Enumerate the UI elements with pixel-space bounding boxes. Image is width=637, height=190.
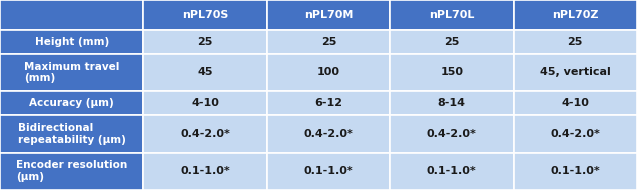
Text: 0.4-2.0*: 0.4-2.0*	[550, 129, 600, 139]
Text: 0.4-2.0*: 0.4-2.0*	[303, 129, 354, 139]
Bar	[0, 54, 143, 91]
Bar	[0, 0, 143, 30]
Text: Encoder resolution
(μm): Encoder resolution (μm)	[16, 161, 127, 182]
Text: 45, vertical: 45, vertical	[540, 67, 611, 78]
Bar	[390, 115, 513, 153]
Text: 6-12: 6-12	[315, 98, 343, 108]
Bar	[390, 0, 513, 30]
Text: 150: 150	[440, 67, 463, 78]
Text: Height (mm): Height (mm)	[34, 37, 109, 47]
Bar	[513, 0, 637, 30]
Text: 0.1-1.0*: 0.1-1.0*	[304, 166, 354, 176]
Text: nPL70M: nPL70M	[304, 10, 353, 20]
Bar	[143, 91, 267, 115]
Text: 0.1-1.0*: 0.1-1.0*	[427, 166, 476, 176]
Text: nPL70Z: nPL70Z	[552, 10, 599, 20]
Bar	[143, 30, 267, 54]
Bar	[0, 30, 143, 54]
Bar	[267, 91, 390, 115]
Text: 4-10: 4-10	[561, 98, 589, 108]
Text: 0.4-2.0*: 0.4-2.0*	[427, 129, 477, 139]
Text: 0.1-1.0*: 0.1-1.0*	[550, 166, 600, 176]
Text: 25: 25	[197, 37, 213, 47]
Bar	[267, 153, 390, 190]
Bar	[0, 115, 143, 153]
Bar	[513, 30, 637, 54]
Text: Bidirectional
repeatability (μm): Bidirectional repeatability (μm)	[18, 123, 125, 145]
Bar	[390, 54, 513, 91]
Bar	[0, 153, 143, 190]
Bar	[267, 115, 390, 153]
Text: 4-10: 4-10	[191, 98, 219, 108]
Text: 25: 25	[568, 37, 583, 47]
Bar	[513, 153, 637, 190]
Bar	[513, 54, 637, 91]
Text: 100: 100	[317, 67, 340, 78]
Text: 45: 45	[197, 67, 213, 78]
Bar	[390, 153, 513, 190]
Bar	[390, 91, 513, 115]
Bar	[0, 91, 143, 115]
Text: 0.1-1.0*: 0.1-1.0*	[180, 166, 230, 176]
Text: 25: 25	[321, 37, 336, 47]
Bar	[267, 30, 390, 54]
Text: 25: 25	[444, 37, 459, 47]
Text: 0.4-2.0*: 0.4-2.0*	[180, 129, 230, 139]
Text: nPL70L: nPL70L	[429, 10, 475, 20]
Bar	[390, 30, 513, 54]
Text: 8-14: 8-14	[438, 98, 466, 108]
Bar	[513, 91, 637, 115]
Bar	[513, 115, 637, 153]
Bar	[267, 0, 390, 30]
Bar	[267, 54, 390, 91]
Text: nPL70S: nPL70S	[182, 10, 228, 20]
Text: Accuracy (μm): Accuracy (μm)	[29, 98, 114, 108]
Bar	[143, 115, 267, 153]
Bar	[143, 0, 267, 30]
Bar	[143, 153, 267, 190]
Bar	[143, 54, 267, 91]
Text: Maximum travel
(mm): Maximum travel (mm)	[24, 62, 119, 83]
